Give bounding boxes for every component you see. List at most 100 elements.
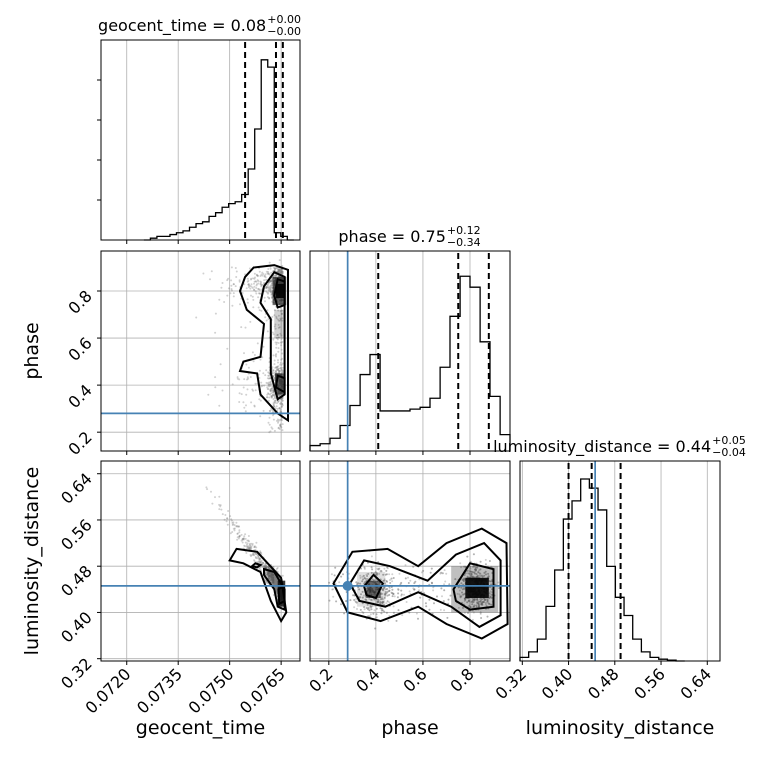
sample-point bbox=[273, 400, 276, 403]
sample-point bbox=[257, 306, 260, 309]
sample-point bbox=[268, 575, 271, 578]
sample-point bbox=[273, 363, 276, 366]
sample-point bbox=[205, 486, 208, 489]
sample-point bbox=[272, 404, 275, 407]
sample-point bbox=[245, 552, 248, 554]
sample-point bbox=[273, 575, 276, 578]
sample-point bbox=[280, 398, 283, 401]
sample-point bbox=[392, 577, 395, 579]
sample-point bbox=[270, 576, 273, 579]
sample-point bbox=[271, 331, 274, 334]
sample-point bbox=[273, 576, 276, 579]
sample-point bbox=[270, 426, 273, 429]
sample-point bbox=[242, 386, 245, 389]
sample-point bbox=[363, 566, 366, 569]
panel-frame bbox=[309, 250, 511, 452]
sample-point bbox=[269, 577, 271, 580]
sample-point bbox=[468, 570, 471, 573]
sample-point bbox=[460, 595, 463, 598]
sample-point bbox=[253, 280, 256, 283]
sample-point bbox=[469, 560, 472, 563]
sample-point bbox=[273, 275, 276, 277]
sample-point bbox=[484, 558, 487, 561]
sample-point bbox=[269, 388, 272, 391]
sample-point bbox=[381, 609, 384, 612]
sample-point bbox=[371, 605, 374, 607]
sample-point bbox=[400, 593, 403, 596]
sample-point bbox=[241, 292, 244, 294]
sample-point bbox=[249, 545, 252, 548]
sample-point bbox=[269, 288, 272, 291]
sample-point bbox=[275, 579, 278, 582]
sample-point bbox=[385, 611, 388, 614]
sample-point bbox=[226, 517, 229, 520]
sample-point bbox=[431, 582, 433, 585]
sample-point bbox=[281, 398, 284, 400]
sample-point bbox=[272, 402, 275, 405]
sample-point bbox=[253, 288, 255, 291]
sample-point bbox=[246, 542, 249, 545]
sample-point bbox=[267, 384, 270, 387]
sample-point bbox=[460, 566, 463, 569]
sample-point bbox=[281, 362, 284, 365]
sample-point bbox=[388, 615, 391, 617]
truth-marker bbox=[342, 580, 353, 591]
sample-point bbox=[432, 589, 435, 592]
sample-point bbox=[252, 553, 255, 556]
sample-point bbox=[281, 357, 283, 360]
sample-point bbox=[392, 577, 395, 579]
sample-point bbox=[370, 608, 373, 611]
sample-point bbox=[256, 561, 259, 563]
sample-point bbox=[275, 580, 278, 583]
sample-point bbox=[272, 579, 275, 582]
sample-point bbox=[276, 368, 279, 371]
sample-point bbox=[340, 575, 343, 578]
sample-point bbox=[267, 572, 270, 575]
sample-point bbox=[334, 582, 337, 585]
sample-point bbox=[267, 371, 270, 374]
sample-point bbox=[270, 286, 273, 289]
sample-point bbox=[250, 555, 252, 558]
sample-point bbox=[479, 611, 482, 614]
sample-point bbox=[391, 580, 394, 583]
sample-point bbox=[386, 566, 389, 569]
sample-point bbox=[478, 605, 481, 608]
sample-point bbox=[270, 284, 273, 287]
sample-point bbox=[230, 284, 233, 287]
sample-point bbox=[273, 371, 276, 374]
sample-point bbox=[440, 587, 443, 590]
sample-point bbox=[280, 271, 283, 274]
sample-point bbox=[367, 608, 369, 611]
sample-point bbox=[275, 583, 278, 586]
sample-point bbox=[258, 557, 261, 560]
sample-point bbox=[249, 284, 252, 287]
sample-point bbox=[276, 268, 279, 271]
sample-point bbox=[472, 566, 475, 569]
sample-point bbox=[275, 274, 278, 277]
sample-point bbox=[454, 578, 457, 581]
sample-point bbox=[261, 274, 264, 277]
sample-point bbox=[382, 573, 385, 576]
sample-point bbox=[206, 488, 209, 491]
sample-point bbox=[449, 594, 452, 597]
sample-point bbox=[388, 590, 391, 592]
sample-point bbox=[260, 273, 263, 276]
sample-point bbox=[274, 399, 277, 402]
sample-point bbox=[469, 565, 472, 568]
sample-point bbox=[260, 385, 263, 388]
sample-point bbox=[464, 598, 467, 601]
sample-point bbox=[280, 312, 283, 315]
sample-point bbox=[470, 574, 473, 577]
sample-point bbox=[340, 603, 342, 606]
sample-point bbox=[249, 547, 252, 550]
sample-point bbox=[274, 327, 277, 330]
sample-point bbox=[274, 578, 277, 581]
sample-point bbox=[260, 561, 262, 564]
sample-point bbox=[280, 363, 283, 366]
sample-point bbox=[275, 317, 278, 320]
sample-point bbox=[248, 546, 251, 549]
sample-point bbox=[272, 410, 275, 413]
sample-point bbox=[409, 579, 412, 582]
sample-point bbox=[433, 602, 435, 605]
